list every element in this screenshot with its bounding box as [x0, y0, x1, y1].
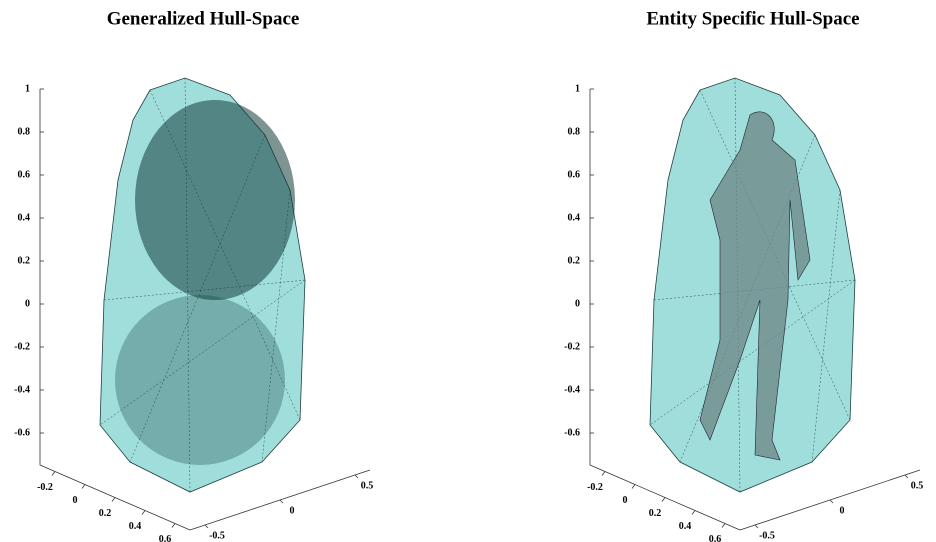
x-tick-label: -0.2: [37, 482, 53, 493]
x-tick-label: 0.6: [709, 534, 722, 542]
x-tick: [82, 485, 85, 489]
x-tick: [632, 485, 635, 489]
y-tick: [355, 475, 358, 478]
z-tick-label: 1: [25, 83, 30, 94]
y-tick-label: -0.5: [759, 530, 775, 541]
x-tick: [602, 472, 605, 476]
z-tick-label: 0.6: [18, 169, 31, 180]
z-tick-label: 0.2: [568, 255, 581, 266]
x-tick: [692, 511, 695, 515]
point-cloud: [115, 295, 285, 465]
x-tick-label: 0: [623, 495, 628, 506]
z-tick-label: -0.4: [14, 384, 30, 395]
chart-title: Entity Specific Hull-Space: [646, 8, 859, 29]
x-tick-label: 0.4: [679, 521, 692, 532]
chart-title: Generalized Hull-Space: [107, 8, 300, 29]
z-tick-label: 0.8: [568, 126, 581, 137]
x-tick: [142, 511, 145, 515]
z-tick-label: -0.2: [564, 341, 580, 352]
x-tick: [662, 498, 665, 502]
panel: Generalized Hull-Space 1 0.8 0.6 0.4 0.2 0 -0.2…: [14, 8, 373, 542]
z-tick-label: 0.8: [18, 126, 31, 137]
x-tick-label: 0.6: [159, 534, 172, 542]
y-tick-label: -0.5: [209, 530, 225, 541]
x-tick-label: 0.2: [649, 508, 662, 519]
x-tick: [722, 524, 725, 528]
panel: Entity Specific Hull-Space 1 0.8 0.6 0.4 0.2 0…: [564, 8, 923, 542]
x-tick: [112, 498, 115, 502]
z-tick-label: -0.2: [14, 341, 30, 352]
z-tick-label: 0: [25, 298, 30, 309]
y-tick: [280, 500, 283, 503]
x-tick: [52, 472, 55, 476]
z-tick-label: 0.6: [568, 169, 581, 180]
y-tick-label: 0: [840, 505, 845, 516]
y-tick: [205, 525, 208, 528]
x-tick-label: 0: [73, 495, 78, 506]
y-tick-label: 0.5: [911, 480, 924, 491]
x-tick: [172, 524, 175, 528]
x-tick-label: 0.4: [129, 521, 142, 532]
z-tick-label: 1: [575, 83, 580, 94]
z-tick-label: -0.4: [564, 384, 580, 395]
y-tick: [905, 475, 908, 478]
z-tick-label: -0.6: [564, 427, 580, 438]
y-tick: [830, 500, 833, 503]
y-tick-label: 0.5: [361, 480, 374, 491]
y-tick-label: 0: [290, 505, 295, 516]
z-tick-label: 0.4: [18, 212, 31, 223]
y-tick: [755, 525, 758, 528]
z-tick-label: 0.2: [18, 255, 31, 266]
x-tick-label: -0.2: [587, 482, 603, 493]
z-tick-label: 0: [575, 298, 580, 309]
z-tick-label: 0.4: [568, 212, 581, 223]
point-cloud: [135, 100, 295, 300]
z-tick-label: -0.6: [14, 427, 30, 438]
figure: Generalized Hull-Space 1 0.8 0.6 0.4 0.2 0 -0.2…: [0, 0, 936, 542]
x-tick-label: 0.2: [99, 508, 112, 519]
